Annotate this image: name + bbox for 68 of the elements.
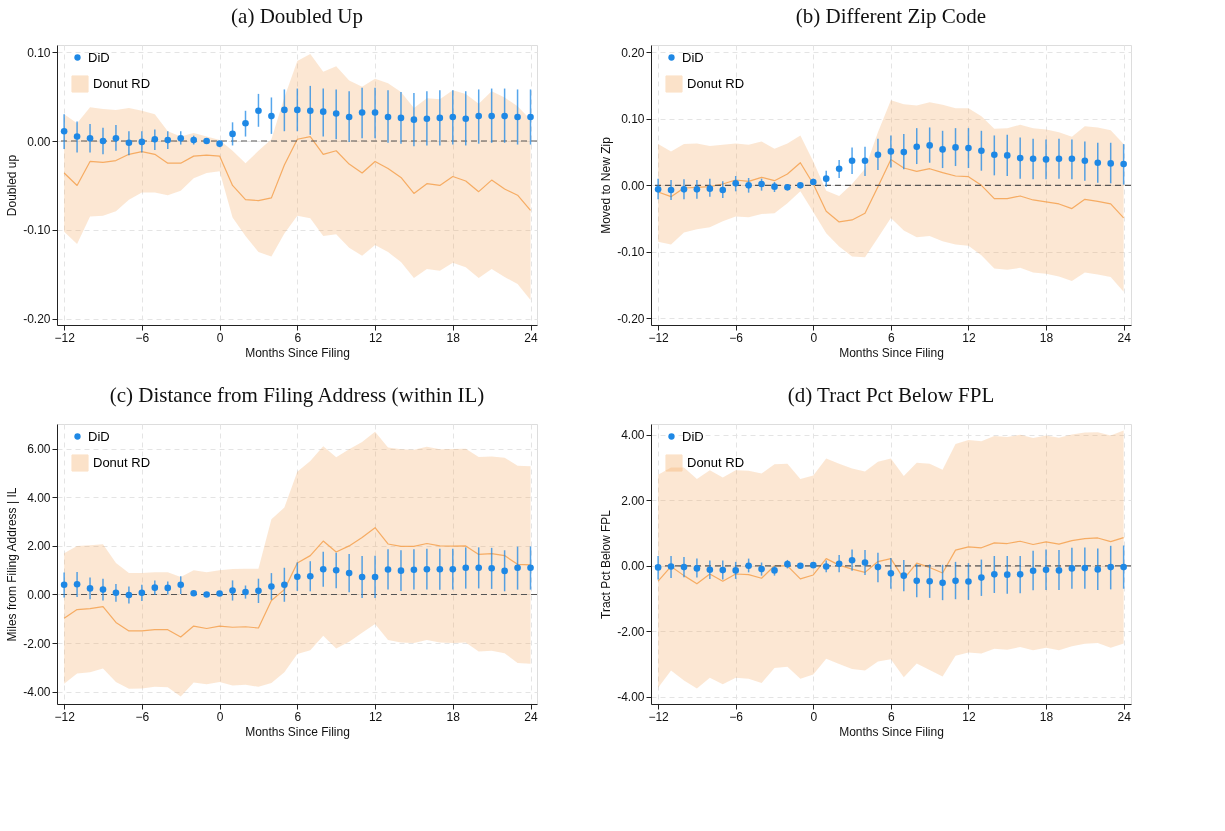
y-axis-title: Tract Pct Below FPL <box>599 509 614 619</box>
x-tick-label: 6 <box>888 330 896 345</box>
y-tick-label: 4.00 <box>27 490 51 505</box>
y-tick-label: -0.20 <box>23 312 51 327</box>
x-tick-label: 6 <box>294 330 302 345</box>
y-tick-label: -4.00 <box>617 690 645 705</box>
x-axis-title: Months Since Filing <box>839 724 944 739</box>
y-tick-label: 0.10 <box>621 112 645 127</box>
y-tick-label: 6.00 <box>27 442 51 457</box>
x-tick-label: −6 <box>729 330 744 345</box>
x-tick-label: 24 <box>524 709 539 724</box>
chart-title: (d) Tract Pct Below FPL <box>787 383 995 407</box>
x-tick-label: 24 <box>1117 709 1132 724</box>
y-tick-label: 0.00 <box>27 134 51 149</box>
y-tick-label: 4.00 <box>621 428 645 443</box>
y-tick-label: -0.10 <box>23 223 51 238</box>
x-tick-label: 6 <box>888 709 896 724</box>
x-tick-label: 18 <box>446 709 461 724</box>
legend-label: DiD <box>682 428 704 444</box>
x-tick-label: 0 <box>810 709 818 724</box>
legend-label: Donut RD <box>687 76 745 91</box>
chart-title: (a) Doubled Up <box>231 4 363 28</box>
x-tick-label: 0 <box>216 709 224 724</box>
chart-title: (b) Different Zip Code <box>795 4 987 28</box>
legend-label: Donut RD <box>93 76 151 91</box>
y-tick-label: 0.00 <box>621 178 645 193</box>
x-tick-label: −12 <box>54 330 76 345</box>
y-tick-label: 2.00 <box>27 539 51 554</box>
legend-label: Donut RD <box>687 455 745 470</box>
x-axis-title: Months Since Filing <box>245 724 350 739</box>
x-tick-label: −12 <box>648 709 670 724</box>
y-tick-label: -0.20 <box>617 311 645 326</box>
y-tick-label: -4.00 <box>23 685 51 700</box>
y-tick-label: 2.00 <box>621 493 645 508</box>
legend-label: Donut RD <box>93 455 151 470</box>
x-tick-label: 12 <box>962 709 976 724</box>
legend-label: DiD <box>88 428 110 444</box>
x-axis-title: Months Since Filing <box>245 345 350 360</box>
x-tick-label: 24 <box>1117 330 1132 345</box>
y-tick-label: 0.20 <box>621 45 645 60</box>
x-tick-label: −6 <box>135 709 150 724</box>
x-axis-title: Months Since Filing <box>839 345 944 360</box>
x-tick-label: −6 <box>729 709 744 724</box>
legend-label: DiD <box>88 49 110 65</box>
x-tick-label: −12 <box>648 330 670 345</box>
chart-title: (c) Distance from Filing Address (within IL) <box>109 383 485 407</box>
x-tick-label: 18 <box>1039 330 1054 345</box>
x-tick-label: 12 <box>962 330 976 345</box>
y-tick-label: 0.10 <box>27 45 51 60</box>
y-tick-label: 0.00 <box>27 587 51 602</box>
x-tick-label: 0 <box>810 330 818 345</box>
y-axis-title: Doubled up <box>5 154 20 217</box>
x-tick-label: 12 <box>368 709 383 724</box>
y-tick-label: -0.10 <box>617 245 645 260</box>
x-tick-label: −12 <box>54 709 76 724</box>
y-tick-label: -2.00 <box>23 636 51 651</box>
y-axis-title: Miles from Filing Address | IL <box>5 487 20 642</box>
x-tick-label: −6 <box>135 330 150 345</box>
x-tick-label: 18 <box>446 330 461 345</box>
x-tick-label: 12 <box>368 330 383 345</box>
legend-label: DiD <box>682 49 704 65</box>
y-tick-label: 0.00 <box>621 559 645 574</box>
x-tick-label: 24 <box>524 330 539 345</box>
x-tick-label: 0 <box>216 330 224 345</box>
x-tick-label: 18 <box>1039 709 1054 724</box>
y-axis-title: Moved to New Zip <box>599 136 614 234</box>
y-tick-label: -2.00 <box>617 624 645 639</box>
x-tick-label: 6 <box>294 709 302 724</box>
